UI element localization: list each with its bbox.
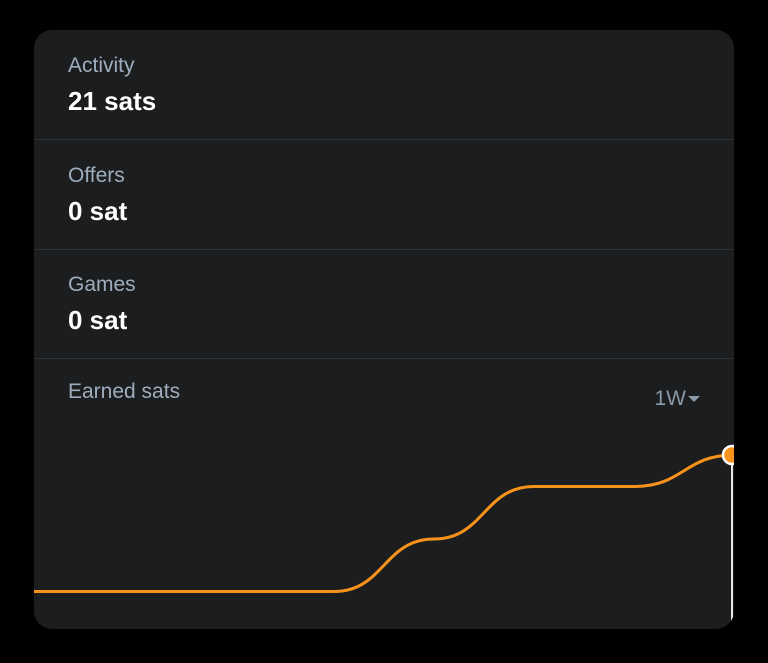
last-point-marker[interactable] bbox=[721, 444, 734, 466]
games-row[interactable]: Games 0 sat bbox=[34, 249, 734, 359]
time-range-label: 1W bbox=[654, 387, 687, 410]
activity-label: Activity bbox=[68, 54, 135, 77]
chevron-down-icon bbox=[688, 396, 700, 402]
offers-value: 0 sat bbox=[68, 196, 128, 226]
earnings-card: Activity 21 sats Offers 0 sat Games 0 sa… bbox=[34, 30, 734, 629]
earned-sats-chart bbox=[34, 444, 734, 629]
offers-row[interactable]: Offers 0 sat bbox=[34, 140, 734, 250]
activity-row[interactable]: Activity 21 sats bbox=[34, 30, 734, 140]
offers-label: Offers bbox=[68, 164, 125, 187]
activity-value: 21 sats bbox=[68, 86, 157, 116]
games-value: 0 sat bbox=[68, 305, 128, 335]
chart-title: Earned sats bbox=[68, 380, 181, 403]
games-label: Games bbox=[68, 273, 136, 296]
earned-sats-series-line bbox=[34, 453, 734, 593]
earned-sats-chart-section: Earned sats 1W bbox=[34, 359, 734, 629]
time-range-dropdown[interactable]: 1W bbox=[654, 387, 700, 411]
